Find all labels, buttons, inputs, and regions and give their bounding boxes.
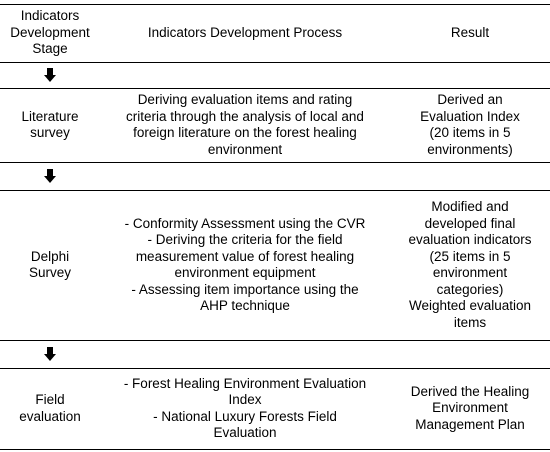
row-divider — [0, 88, 550, 89]
cell-text: Literature — [21, 108, 79, 124]
cell-text: Delphi — [30, 248, 70, 264]
cell-text: (20 items in 5 — [429, 125, 511, 140]
cell-text: - Assessing item importance using the — [131, 281, 359, 297]
cell-text: AHP technique — [200, 298, 290, 313]
cell-text: - Conformity Assessment using the CVR — [124, 215, 366, 231]
cell-text: environments) — [427, 141, 513, 157]
cell-text: environment — [432, 265, 508, 280]
cell-text: environment — [207, 141, 283, 157]
table-cell: - Forest Healing Environment Evaluation I… — [100, 368, 390, 449]
table-cell: Modified and developed final evaluation in… — [390, 190, 550, 340]
cell-text: (25 items in 5 — [429, 248, 511, 264]
table-cell: Result — [390, 4, 550, 62]
table-cell: Indicators Development Process — [100, 4, 390, 62]
cell-text: Derived an — [437, 92, 503, 107]
cell-text: Indicators — [20, 8, 80, 24]
table-cell: Deriving evaluation items and rating crit… — [100, 88, 390, 162]
cell-text: - Forest Healing Environment Evaluation — [123, 375, 367, 391]
cell-text: Indicators Development Process — [147, 24, 343, 40]
cell-text: measurement value of forest healing — [135, 248, 355, 264]
cell-text: Evaluation Index — [420, 108, 520, 124]
cell-text: Survey — [28, 265, 72, 280]
cell-text: Environment — [432, 400, 508, 416]
table-cell: Delphi Survey — [0, 190, 100, 340]
cell-text: Evaluation — [213, 425, 277, 440]
cell-text: - National Luxury Forests Field — [153, 408, 337, 424]
cell-text: evaluation — [19, 408, 81, 424]
cell-text: criteria through the analysis of local a… — [126, 108, 364, 124]
row-divider — [0, 62, 550, 63]
table-cell: Indicators Development Stage — [0, 4, 100, 62]
cell-text: Development — [10, 24, 90, 40]
cell-text: Stage — [32, 41, 68, 57]
cell-text: developed final — [424, 215, 516, 231]
table-cell: Field evaluation — [0, 368, 100, 449]
row-divider — [0, 368, 550, 369]
cell-text: Field — [35, 392, 65, 407]
down-arrow — [44, 347, 56, 361]
cell-text: Modified and — [431, 199, 509, 214]
cell-text: survey — [30, 125, 70, 140]
row-divider — [0, 162, 550, 163]
cell-text: Result — [450, 24, 490, 40]
table-cell: Derived an Evaluation Index (20 items in 5… — [390, 88, 550, 162]
cell-text: Management Plan — [415, 416, 525, 432]
table-cell: Literature survey — [0, 88, 100, 162]
cell-text: - Deriving the criteria for the field — [147, 232, 343, 247]
down-arrow — [44, 68, 56, 82]
cell-text: evaluation indicators — [408, 232, 532, 247]
row-divider — [0, 340, 550, 341]
cell-text: environment equipment — [174, 265, 316, 280]
down-arrow — [44, 169, 56, 183]
cell-text: foreign literature on the forest healing — [133, 125, 357, 140]
row-divider — [0, 190, 550, 191]
table-cell: Derived the Healing Environment Management… — [390, 368, 550, 449]
cell-text: items — [453, 314, 487, 330]
cell-text: Index — [228, 392, 262, 407]
cell-text: Deriving evaluation items and rating — [137, 92, 353, 107]
table-cell: - Conformity Assessment using the CVR - D… — [100, 190, 390, 340]
cell-text: Derived the Healing — [410, 383, 530, 399]
row-divider — [0, 4, 550, 5]
cell-text: categories) — [436, 281, 504, 297]
row-divider — [0, 449, 550, 450]
cell-text: Weighted evaluation — [408, 298, 532, 313]
